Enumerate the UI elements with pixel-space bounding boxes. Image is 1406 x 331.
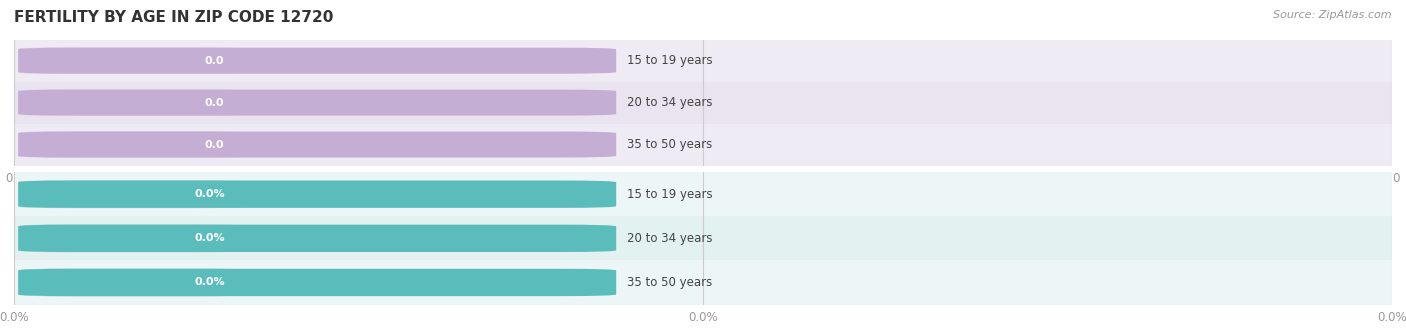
FancyBboxPatch shape [180, 270, 240, 295]
FancyBboxPatch shape [18, 131, 246, 158]
Text: FERTILITY BY AGE IN ZIP CODE 12720: FERTILITY BY AGE IN ZIP CODE 12720 [14, 10, 333, 25]
Text: 15 to 19 years: 15 to 19 years [627, 188, 713, 201]
FancyBboxPatch shape [18, 131, 616, 158]
Text: 0.0%: 0.0% [194, 189, 225, 199]
FancyBboxPatch shape [180, 226, 240, 251]
FancyBboxPatch shape [18, 269, 616, 296]
FancyBboxPatch shape [180, 182, 240, 207]
FancyBboxPatch shape [18, 48, 246, 74]
FancyBboxPatch shape [18, 90, 246, 116]
FancyBboxPatch shape [187, 91, 240, 115]
Bar [14, 40, 1392, 82]
FancyBboxPatch shape [18, 48, 616, 74]
Bar [14, 216, 1392, 260]
FancyBboxPatch shape [187, 49, 240, 72]
Text: 20 to 34 years: 20 to 34 years [627, 232, 713, 245]
FancyBboxPatch shape [18, 180, 246, 208]
Text: 0.0%: 0.0% [194, 233, 225, 243]
FancyBboxPatch shape [18, 225, 246, 252]
Text: 35 to 50 years: 35 to 50 years [627, 138, 713, 151]
Text: 0.0: 0.0 [204, 140, 224, 150]
Text: 35 to 50 years: 35 to 50 years [627, 276, 713, 289]
Text: 0.0%: 0.0% [194, 277, 225, 287]
FancyBboxPatch shape [18, 225, 616, 252]
Text: 0.0: 0.0 [204, 98, 224, 108]
FancyBboxPatch shape [187, 133, 240, 157]
Bar [14, 82, 1392, 123]
Bar [14, 260, 1392, 305]
Text: Source: ZipAtlas.com: Source: ZipAtlas.com [1274, 10, 1392, 20]
FancyBboxPatch shape [18, 269, 246, 296]
FancyBboxPatch shape [18, 90, 616, 116]
Bar [14, 123, 1392, 166]
Text: 0.0: 0.0 [204, 56, 224, 66]
FancyBboxPatch shape [18, 180, 616, 208]
Bar [14, 172, 1392, 216]
Text: 15 to 19 years: 15 to 19 years [627, 54, 713, 67]
Text: 20 to 34 years: 20 to 34 years [627, 96, 713, 109]
